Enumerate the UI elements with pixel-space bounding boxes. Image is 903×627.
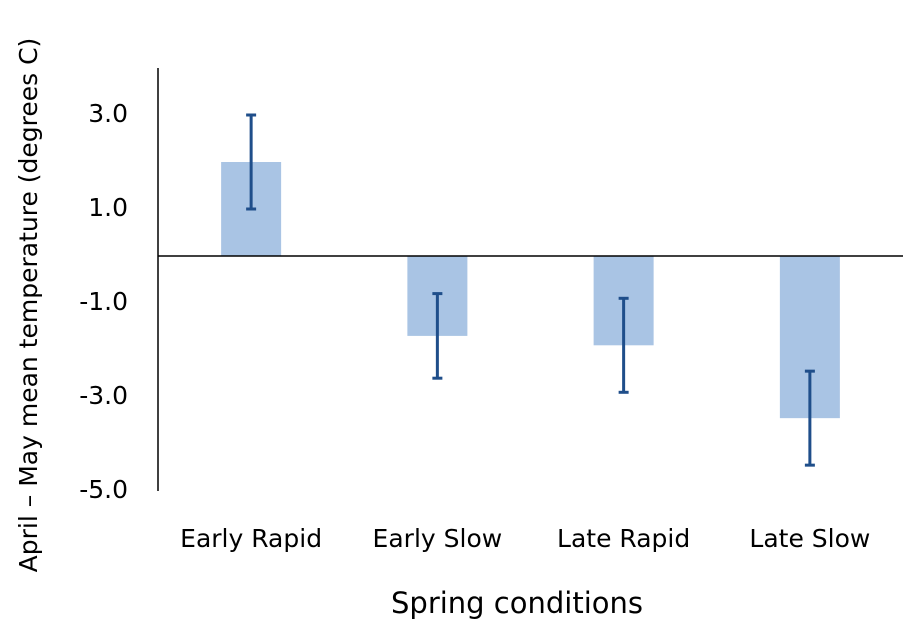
x-tick-label: Late Rapid (557, 524, 690, 553)
x-tick-label: Late Slow (749, 524, 870, 553)
y-tick-label: 1.0 (88, 193, 128, 222)
y-tick-label: -3.0 (79, 381, 128, 410)
x-tick-label: Early Rapid (180, 524, 322, 553)
y-axis-label: April – May mean temperature (degrees C) (14, 38, 43, 573)
y-tick-label: 3.0 (88, 99, 128, 128)
error-bar (804, 369, 815, 467)
error-bar (246, 113, 257, 211)
x-axis-label: Spring conditions (391, 586, 643, 620)
error-bar (432, 292, 443, 380)
y-tick-label: -5.0 (79, 475, 128, 504)
x-tick-label: Early Slow (373, 524, 503, 553)
error-bar (618, 296, 629, 394)
y-tick-label: -1.0 (79, 287, 128, 316)
